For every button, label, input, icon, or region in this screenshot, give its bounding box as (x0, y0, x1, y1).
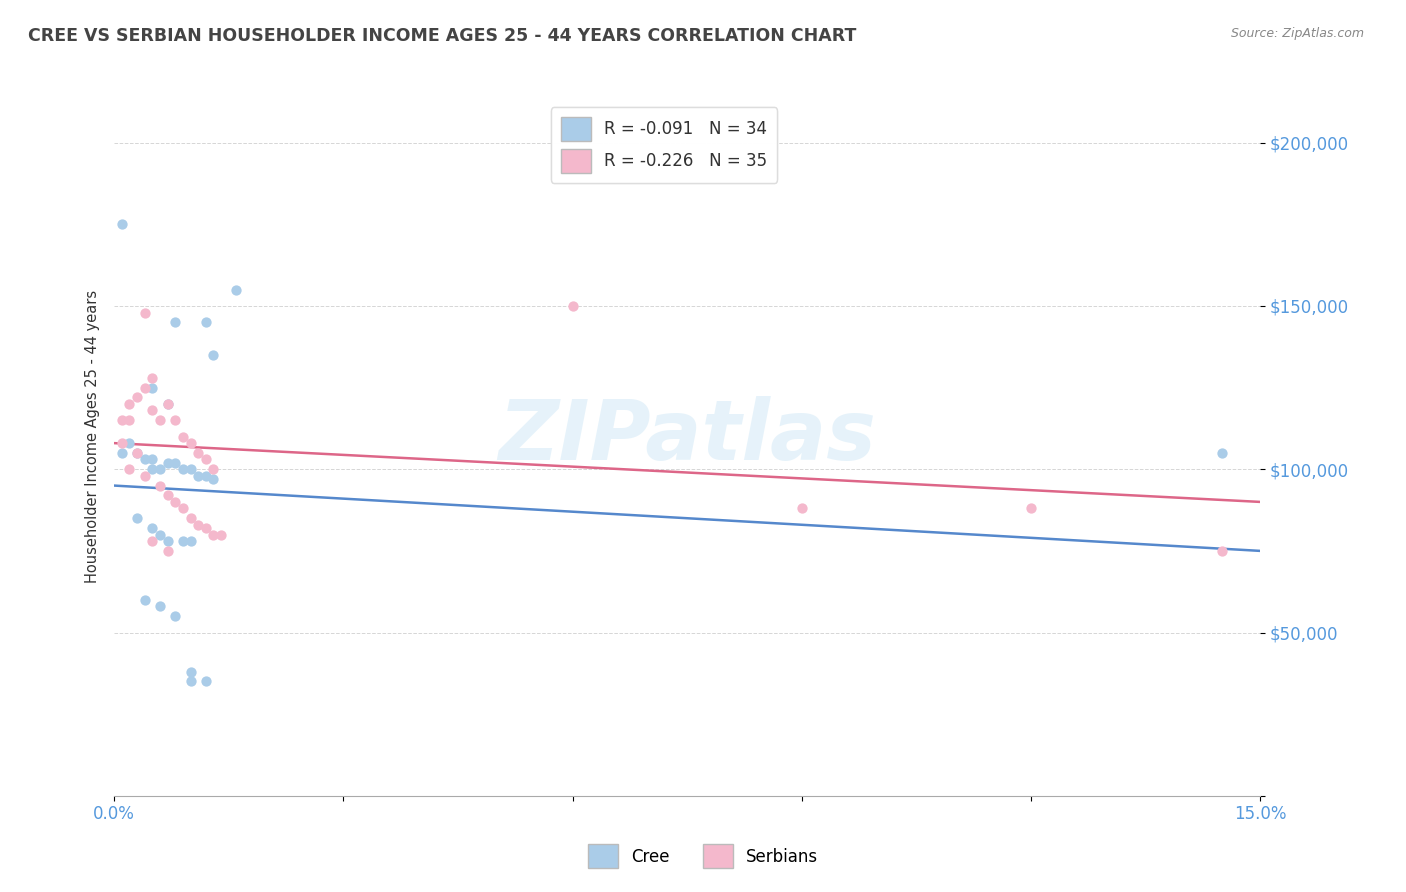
Point (134, 381, 156, 395)
Point (202, 527, 225, 541)
Point (118, 462, 141, 476)
Legend: R = -0.091   N = 34, R = -0.226   N = 35: R = -0.091 N = 34, R = -0.226 N = 35 (551, 107, 778, 183)
Point (165, 495, 187, 509)
Legend: Cree, Serbians: Cree, Serbians (581, 838, 825, 875)
Point (202, 348, 225, 362)
Point (225, 283, 247, 297)
Point (172, 462, 194, 476)
Point (165, 456, 187, 470)
Point (165, 315, 187, 329)
Point (180, 665, 202, 679)
Point (180, 534, 202, 549)
Point (141, 381, 163, 395)
Point (141, 521, 163, 535)
Point (561, 299, 583, 313)
Point (141, 462, 163, 476)
Point (118, 397, 141, 411)
Point (156, 544, 179, 558)
Point (194, 452, 217, 467)
Point (187, 468, 209, 483)
Point (118, 436, 141, 450)
Point (127, 446, 149, 460)
Point (180, 436, 202, 450)
Point (141, 534, 163, 549)
Point (156, 397, 179, 411)
Point (790, 501, 813, 516)
Point (194, 315, 217, 329)
Point (1211, 446, 1233, 460)
Point (165, 413, 187, 427)
Point (149, 413, 172, 427)
Point (194, 674, 217, 689)
Point (202, 462, 225, 476)
Point (111, 218, 134, 232)
Point (156, 488, 179, 502)
Point (172, 429, 194, 443)
Point (111, 446, 134, 460)
Point (180, 462, 202, 476)
Point (1019, 501, 1042, 516)
Point (180, 511, 202, 525)
Point (165, 609, 187, 624)
Point (209, 527, 232, 541)
Point (141, 452, 163, 467)
Point (141, 403, 163, 417)
Text: ZIPatlas: ZIPatlas (498, 396, 876, 477)
Point (156, 397, 179, 411)
Point (1211, 544, 1233, 558)
Point (127, 446, 149, 460)
Point (149, 478, 172, 492)
Point (127, 511, 149, 525)
Point (111, 413, 134, 427)
Point (149, 462, 172, 476)
Point (134, 468, 156, 483)
Point (127, 391, 149, 405)
Point (156, 456, 179, 470)
Point (194, 521, 217, 535)
Point (134, 305, 156, 319)
Point (149, 599, 172, 614)
Point (202, 472, 225, 486)
Point (134, 452, 156, 467)
Y-axis label: Householder Income Ages 25 - 44 years: Householder Income Ages 25 - 44 years (86, 290, 100, 583)
Point (141, 371, 163, 385)
Point (187, 446, 209, 460)
Point (180, 674, 202, 689)
Point (172, 534, 194, 549)
Point (172, 501, 194, 516)
Text: CREE VS SERBIAN HOUSEHOLDER INCOME AGES 25 - 44 YEARS CORRELATION CHART: CREE VS SERBIAN HOUSEHOLDER INCOME AGES … (28, 27, 856, 45)
Point (149, 527, 172, 541)
Point (156, 534, 179, 549)
Point (111, 436, 134, 450)
Point (134, 592, 156, 607)
Point (194, 468, 217, 483)
Text: Source: ZipAtlas.com: Source: ZipAtlas.com (1230, 27, 1364, 40)
Point (187, 517, 209, 532)
Point (118, 413, 141, 427)
